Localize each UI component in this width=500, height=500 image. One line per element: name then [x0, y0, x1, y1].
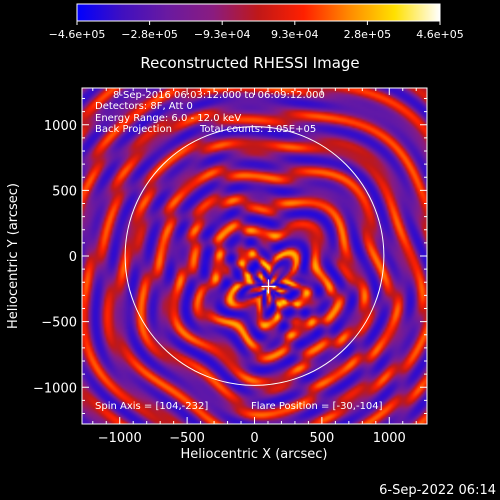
- colorbar-tick-label: 4.6e+05: [416, 28, 463, 41]
- colorbar-tick-label: 2.8e+05: [344, 28, 391, 41]
- colorbar: −4.6e+05 −2.8e+05 −9.3e+04 9.3e+04 2.8e+05 4.…: [49, 3, 464, 41]
- chart-title: Reconstructed RHESSI Image: [140, 54, 359, 72]
- axis-ticks: [82, 88, 427, 424]
- solar-limb-circle: [124, 126, 385, 386]
- annotation-total-counts: Total counts: 1.05E+05: [199, 124, 316, 135]
- spin-axis-marker: [261, 279, 276, 294]
- colorbar-tick-label: −2.8e+05: [121, 28, 178, 41]
- colorbar-gradient: [76, 3, 441, 22]
- x-axis-title: Heliocentric X (arcsec): [181, 447, 328, 462]
- annotation-detectors: Detectors: 8F, Att 0: [95, 101, 193, 112]
- annotation-time-range: 8-Sep-2016 06:03:12.000 to 06:09:12.000: [113, 90, 325, 101]
- annotation-spin-axis: Spin Axis = [104,-232]: [95, 401, 208, 412]
- x-tick-label: −500: [169, 431, 205, 446]
- heatmap-image: [82, 88, 427, 424]
- annotation-method: Back Projection: [95, 124, 172, 135]
- x-tick-label: 0: [250, 431, 258, 446]
- colorbar-tick-label: −4.6e+05: [49, 28, 106, 41]
- y-tick-label: −500: [41, 316, 77, 331]
- y-tick-labels: −1000 −500 0 500 1000: [33, 119, 77, 397]
- y-axis-title: Heliocentric Y (arcsec): [6, 183, 21, 329]
- x-tick-label: −1000: [98, 431, 142, 446]
- x-tick-label: 500: [309, 431, 334, 446]
- colorbar-tick-label: 9.3e+04: [271, 28, 318, 41]
- colorbar-tick-labels: −4.6e+05 −2.8e+05 −9.3e+04 9.3e+04 2.8e+05 4.…: [49, 21, 464, 41]
- colorbar-tick-label: −9.3e+04: [194, 28, 251, 41]
- y-tick-label: 0: [69, 250, 77, 265]
- annotation-flare-position: Flare Position = [-30,-104]: [251, 401, 383, 412]
- x-tick-label: 1000: [373, 431, 406, 446]
- y-tick-label: −1000: [33, 381, 77, 396]
- timestamp: 6-Sep-2022 06:14: [379, 483, 496, 498]
- annotation-energy-range: Energy Range: 6.0 - 12.0 keV: [95, 113, 241, 124]
- y-tick-label: 1000: [44, 119, 77, 134]
- y-tick-label: 500: [52, 184, 77, 199]
- x-tick-labels: −1000 −500 0 500 1000: [98, 431, 406, 446]
- plot-area: 8-Sep-2016 06:03:12.000 to 06:09:12.000 …: [81, 87, 428, 425]
